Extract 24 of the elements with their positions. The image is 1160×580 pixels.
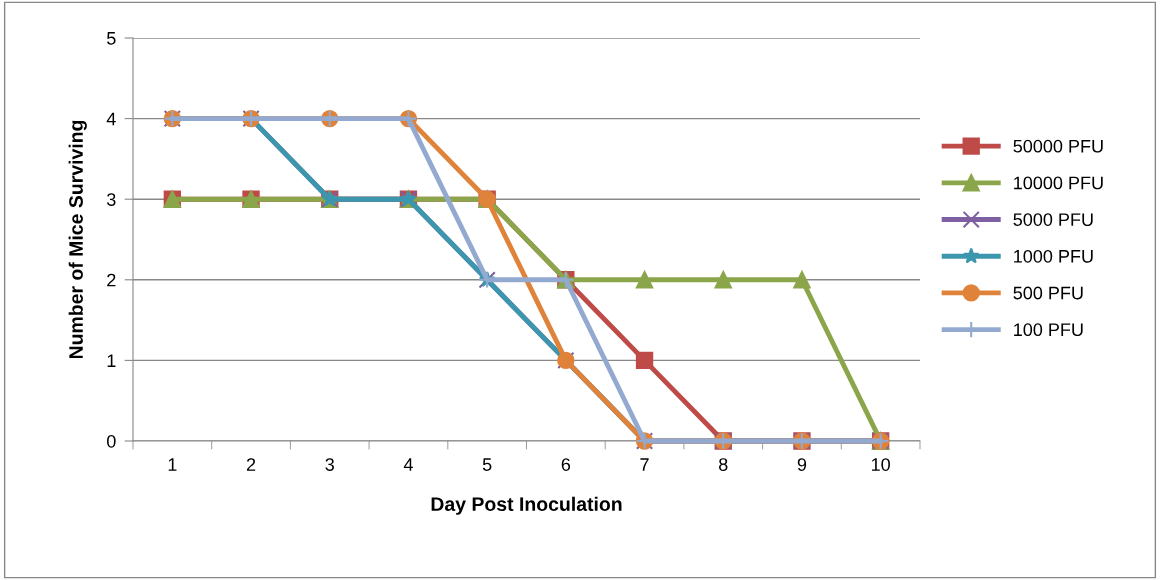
x-tick-label: 1 — [168, 458, 177, 471]
legend-label: 50000 PFU — [1013, 139, 1103, 153]
x-tick-label: 8 — [719, 458, 728, 471]
legend-label: 10000 PFU — [1014, 176, 1103, 190]
x-tick-label: 2 — [246, 458, 256, 471]
y-tick-label: 5 — [107, 32, 116, 45]
x-tick-label: 5 — [482, 458, 492, 471]
y-axis-title: Number of Mice Surviving — [68, 120, 87, 359]
x-tick-label: 4 — [403, 458, 413, 471]
x-tick-label: 6 — [561, 458, 571, 471]
x-axis-title: Day Post Inoculation — [431, 496, 622, 515]
x-tick-label: 10 — [871, 458, 890, 471]
legend-label: 1000 PFU — [1014, 249, 1093, 263]
x-tick-label: 9 — [797, 458, 807, 471]
y-tick-label: 1 — [107, 354, 116, 367]
y-tick-label: 4 — [106, 112, 116, 126]
y-tick-label: 0 — [107, 434, 116, 448]
y-tick-label: 2 — [107, 273, 116, 287]
x-tick-label: 3 — [325, 458, 334, 471]
legend-label: 100 PFU — [1014, 323, 1083, 337]
y-tick-label: 3 — [106, 193, 116, 206]
legend-label: 500 PFU — [1013, 286, 1083, 300]
x-tick-label: 7 — [640, 458, 649, 471]
legend-label: 5000 PFU — [1013, 213, 1093, 226]
